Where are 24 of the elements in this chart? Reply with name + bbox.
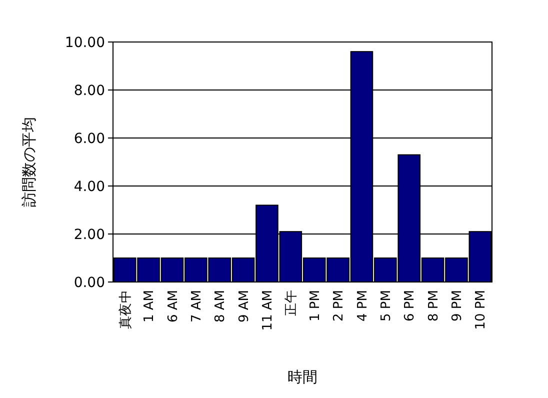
x-tick-label: 真夜中 [117,290,134,329]
x-tick-label: 6 PM [402,290,418,322]
x-tick-label: 1 AM [142,290,158,323]
y-tick-label: 8.00 [74,82,105,99]
x-tick-label: 2 PM [332,290,347,322]
x-tick-label: 9 AM [236,290,252,323]
x-tick-label: 1 PM [308,290,323,322]
y-tick-label: 0.00 [74,274,105,291]
x-tick-label: 正午 [284,290,300,316]
x-tick-label: 8 PM [426,290,442,322]
y-axis-title: 訪問数の平均 [20,117,38,207]
y-tick-label: 6.00 [74,130,105,147]
x-tick-label: 7 AM [189,290,204,323]
x-tick-label: 8 AM [213,290,228,323]
x-axis-title: 時間 [288,368,318,386]
x-tick-label: 9 PM [450,290,466,322]
x-tick-label: 11 AM [260,290,276,331]
y-tick-label: 2.00 [74,226,105,243]
y-tick-label: 4.00 [74,178,105,195]
y-tick-label: 10.00 [64,34,105,51]
x-tick-label: 10 PM [474,290,489,330]
x-tick-label: 5 PM [378,290,394,322]
x-tick-label: 6 AM [166,290,181,323]
x-tick-label: 4 PM [355,290,370,322]
